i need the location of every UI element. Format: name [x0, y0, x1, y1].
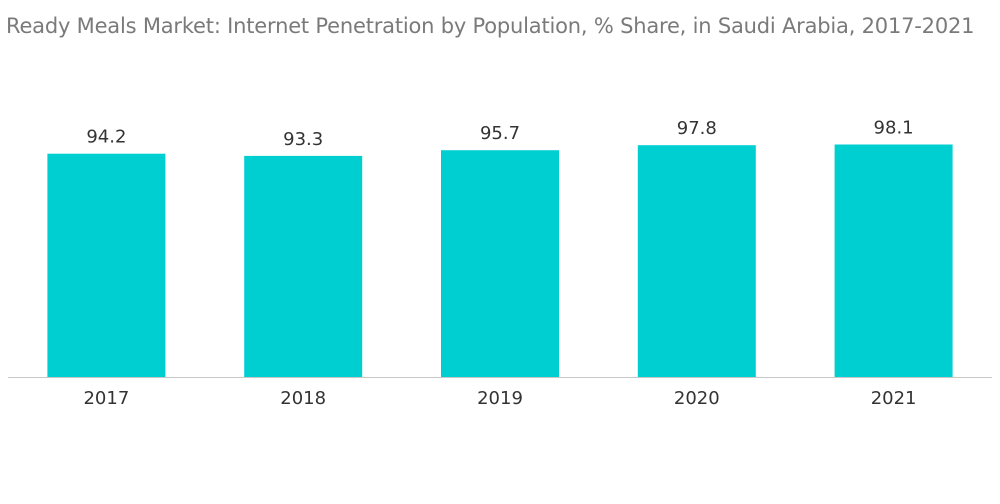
bar-2019 — [441, 150, 559, 377]
bar-2021 — [834, 144, 953, 377]
value-labels-group: 94.2 93.3 95.7 97.8 98.1 — [86, 118, 913, 150]
bars-group — [47, 144, 953, 377]
value-label-2018: 93.3 — [283, 129, 323, 150]
value-label-2021: 98.1 — [874, 118, 914, 139]
value-label-2020: 97.8 — [677, 118, 717, 139]
bar-2018 — [244, 155, 363, 377]
x-tick-label-2020: 2020 — [674, 388, 720, 409]
x-tick-labels-group: 2017 2018 2019 2020 2021 — [83, 388, 916, 409]
x-tick-label-2021: 2021 — [871, 388, 917, 409]
x-tick-label-2019: 2019 — [477, 388, 523, 409]
bar-2017 — [47, 153, 166, 377]
chart-title: Ready Meals Market: Internet Penetration… — [6, 14, 975, 38]
x-tick-label-2017: 2017 — [83, 388, 129, 409]
x-tick-label-2018: 2018 — [280, 388, 326, 409]
value-label-2019: 95.7 — [480, 123, 520, 144]
bar-2020 — [637, 145, 756, 377]
value-label-2017: 94.2 — [86, 127, 126, 148]
